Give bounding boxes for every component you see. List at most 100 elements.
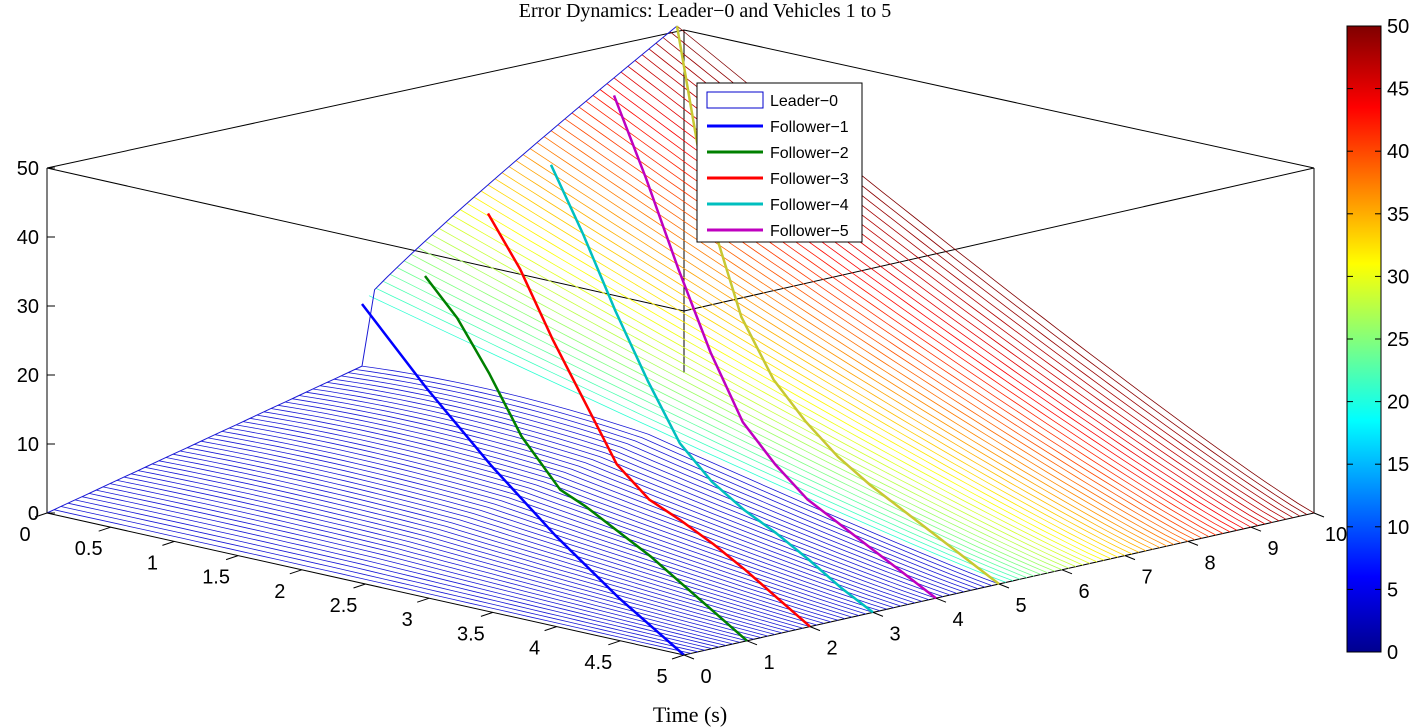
- y-tick-mark: [809, 626, 821, 632]
- mesh-line: [221, 431, 860, 616]
- mesh-line: [501, 172, 1140, 553]
- x-tick-mark: [480, 611, 494, 617]
- x-tick-label: 0.5: [75, 538, 103, 560]
- mesh-line: [480, 190, 1119, 558]
- y-tick-mark: [1313, 512, 1325, 518]
- mesh-line: [137, 470, 776, 635]
- mesh-line: [571, 112, 1210, 538]
- mesh-line: [578, 106, 1217, 536]
- colorbar-tick-label: 30: [1387, 266, 1409, 288]
- x-tick-label: 0: [19, 524, 30, 546]
- y-tick-label: 2: [826, 638, 837, 660]
- mesh-line: [67, 502, 706, 651]
- x-tick-mark: [34, 512, 48, 518]
- x-tick-label: 3: [402, 609, 413, 631]
- mesh-line: [550, 130, 1189, 542]
- x-tick-mark: [353, 583, 366, 589]
- mesh-line: [445, 221, 1084, 566]
- colorbar: 0 5 10 15 20 25 30 35 40 45 50: [1346, 16, 1409, 664]
- colorbar-tick-label: 45: [1387, 79, 1409, 101]
- mesh-line: [53, 509, 692, 654]
- mesh-line: [522, 154, 1161, 549]
- y-tick-label: 5: [1015, 595, 1026, 617]
- legend: Leader−0 Follower−1 Follower−2 Follower−3 Fo…: [696, 82, 863, 243]
- mesh-line: [368, 295, 1007, 583]
- mesh-line: [529, 148, 1168, 547]
- mesh-line: [242, 421, 881, 612]
- colorbar-tick-label: 50: [1387, 16, 1409, 38]
- colorbar-tick-label: 5: [1387, 579, 1398, 601]
- y-tick-label: 4: [952, 609, 963, 631]
- y-tick-mark: [1187, 540, 1199, 546]
- mesh-line: [410, 253, 1049, 574]
- legend-box: [696, 82, 863, 243]
- mesh-line: [494, 178, 1133, 555]
- mesh-line: [144, 466, 783, 634]
- mesh-line: [95, 489, 734, 645]
- mesh-line: [515, 160, 1154, 550]
- y-tick-mark: [1250, 526, 1262, 532]
- mesh-line: [543, 136, 1182, 544]
- x-tick-mark: [417, 597, 430, 603]
- x-tick-label: 2.5: [330, 595, 358, 617]
- mesh-line: [438, 228, 1077, 567]
- chart-title: Error Dynamics: Leader−0 and Vehicles 1 …: [519, 0, 891, 22]
- y-tick-mark: [872, 611, 884, 617]
- mesh-line: [564, 118, 1203, 539]
- mesh-line: [116, 480, 755, 640]
- x-tick-label: 4.5: [584, 652, 612, 674]
- x-tick-mark: [671, 654, 685, 660]
- x-tick-label: 4: [529, 638, 540, 660]
- y-tick-label: 7: [1141, 567, 1152, 589]
- mesh-line: [249, 417, 888, 610]
- mesh-line: [81, 496, 720, 648]
- mesh-line: [508, 166, 1147, 552]
- z-tick-label: 0: [28, 503, 39, 525]
- x-tick-label: 5: [656, 666, 667, 688]
- x-tick-label: 1.5: [202, 567, 230, 589]
- legend-label: Leader−0: [770, 93, 838, 110]
- colorbar-tick-label: 40: [1387, 141, 1409, 163]
- colorbar-tick-label: 35: [1387, 204, 1409, 226]
- mesh-line: [277, 404, 916, 604]
- z-tick-label: 50: [17, 158, 39, 180]
- series-layer: [361, 25, 1000, 656]
- x-axis-label: Time (s): [653, 702, 727, 727]
- x-tick-mark: [608, 640, 621, 646]
- mesh-line: [459, 209, 1098, 563]
- mesh-line: [431, 234, 1070, 569]
- mesh-line: [291, 398, 930, 601]
- mesh-line: [452, 215, 1091, 564]
- y-tick-mark: [1061, 569, 1073, 575]
- mesh-line: [256, 414, 895, 609]
- mesh-line: [193, 444, 832, 623]
- mesh-line: [361, 365, 1000, 585]
- mesh-line: [599, 89, 1238, 531]
- colorbar-tick-label: 20: [1387, 392, 1409, 414]
- x-tick-mark: [289, 569, 302, 575]
- box-edge-top-front-right: [683, 167, 1315, 312]
- y-tick-label: 10: [1325, 524, 1347, 546]
- y-tick-label: 0: [700, 666, 711, 688]
- x-tick-label: 1: [147, 552, 158, 574]
- mesh-line: [130, 473, 769, 637]
- box-edge-top-front-left: [46, 167, 685, 312]
- mesh-line: [298, 395, 937, 599]
- series-line-3: [486, 212, 811, 628]
- mesh-line: [557, 124, 1196, 541]
- z-tick-label: 20: [17, 365, 39, 387]
- ticks-layer: 00.511.522.533.544.551098765432100102030…: [17, 158, 1347, 688]
- mesh-line: [417, 247, 1056, 572]
- mesh-line: [109, 483, 748, 642]
- colorbar-tick-label: 10: [1387, 517, 1409, 539]
- y-tick-mark: [1124, 555, 1136, 561]
- z-tick-label: 40: [17, 227, 39, 249]
- legend-swatch: [706, 91, 764, 109]
- x-tick-mark: [162, 540, 175, 546]
- mesh-line: [74, 499, 713, 650]
- series-line-5: [612, 94, 937, 600]
- mesh-line: [102, 486, 741, 643]
- mesh-back-edge: [46, 25, 678, 514]
- mesh-line: [382, 280, 1021, 580]
